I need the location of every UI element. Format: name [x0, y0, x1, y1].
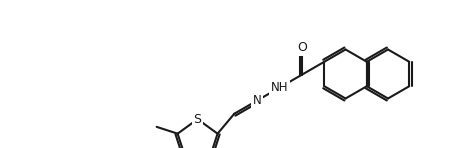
Text: S: S — [193, 113, 201, 126]
Text: N: N — [252, 94, 261, 107]
Text: NH: NH — [270, 81, 287, 94]
Text: O: O — [296, 41, 306, 54]
